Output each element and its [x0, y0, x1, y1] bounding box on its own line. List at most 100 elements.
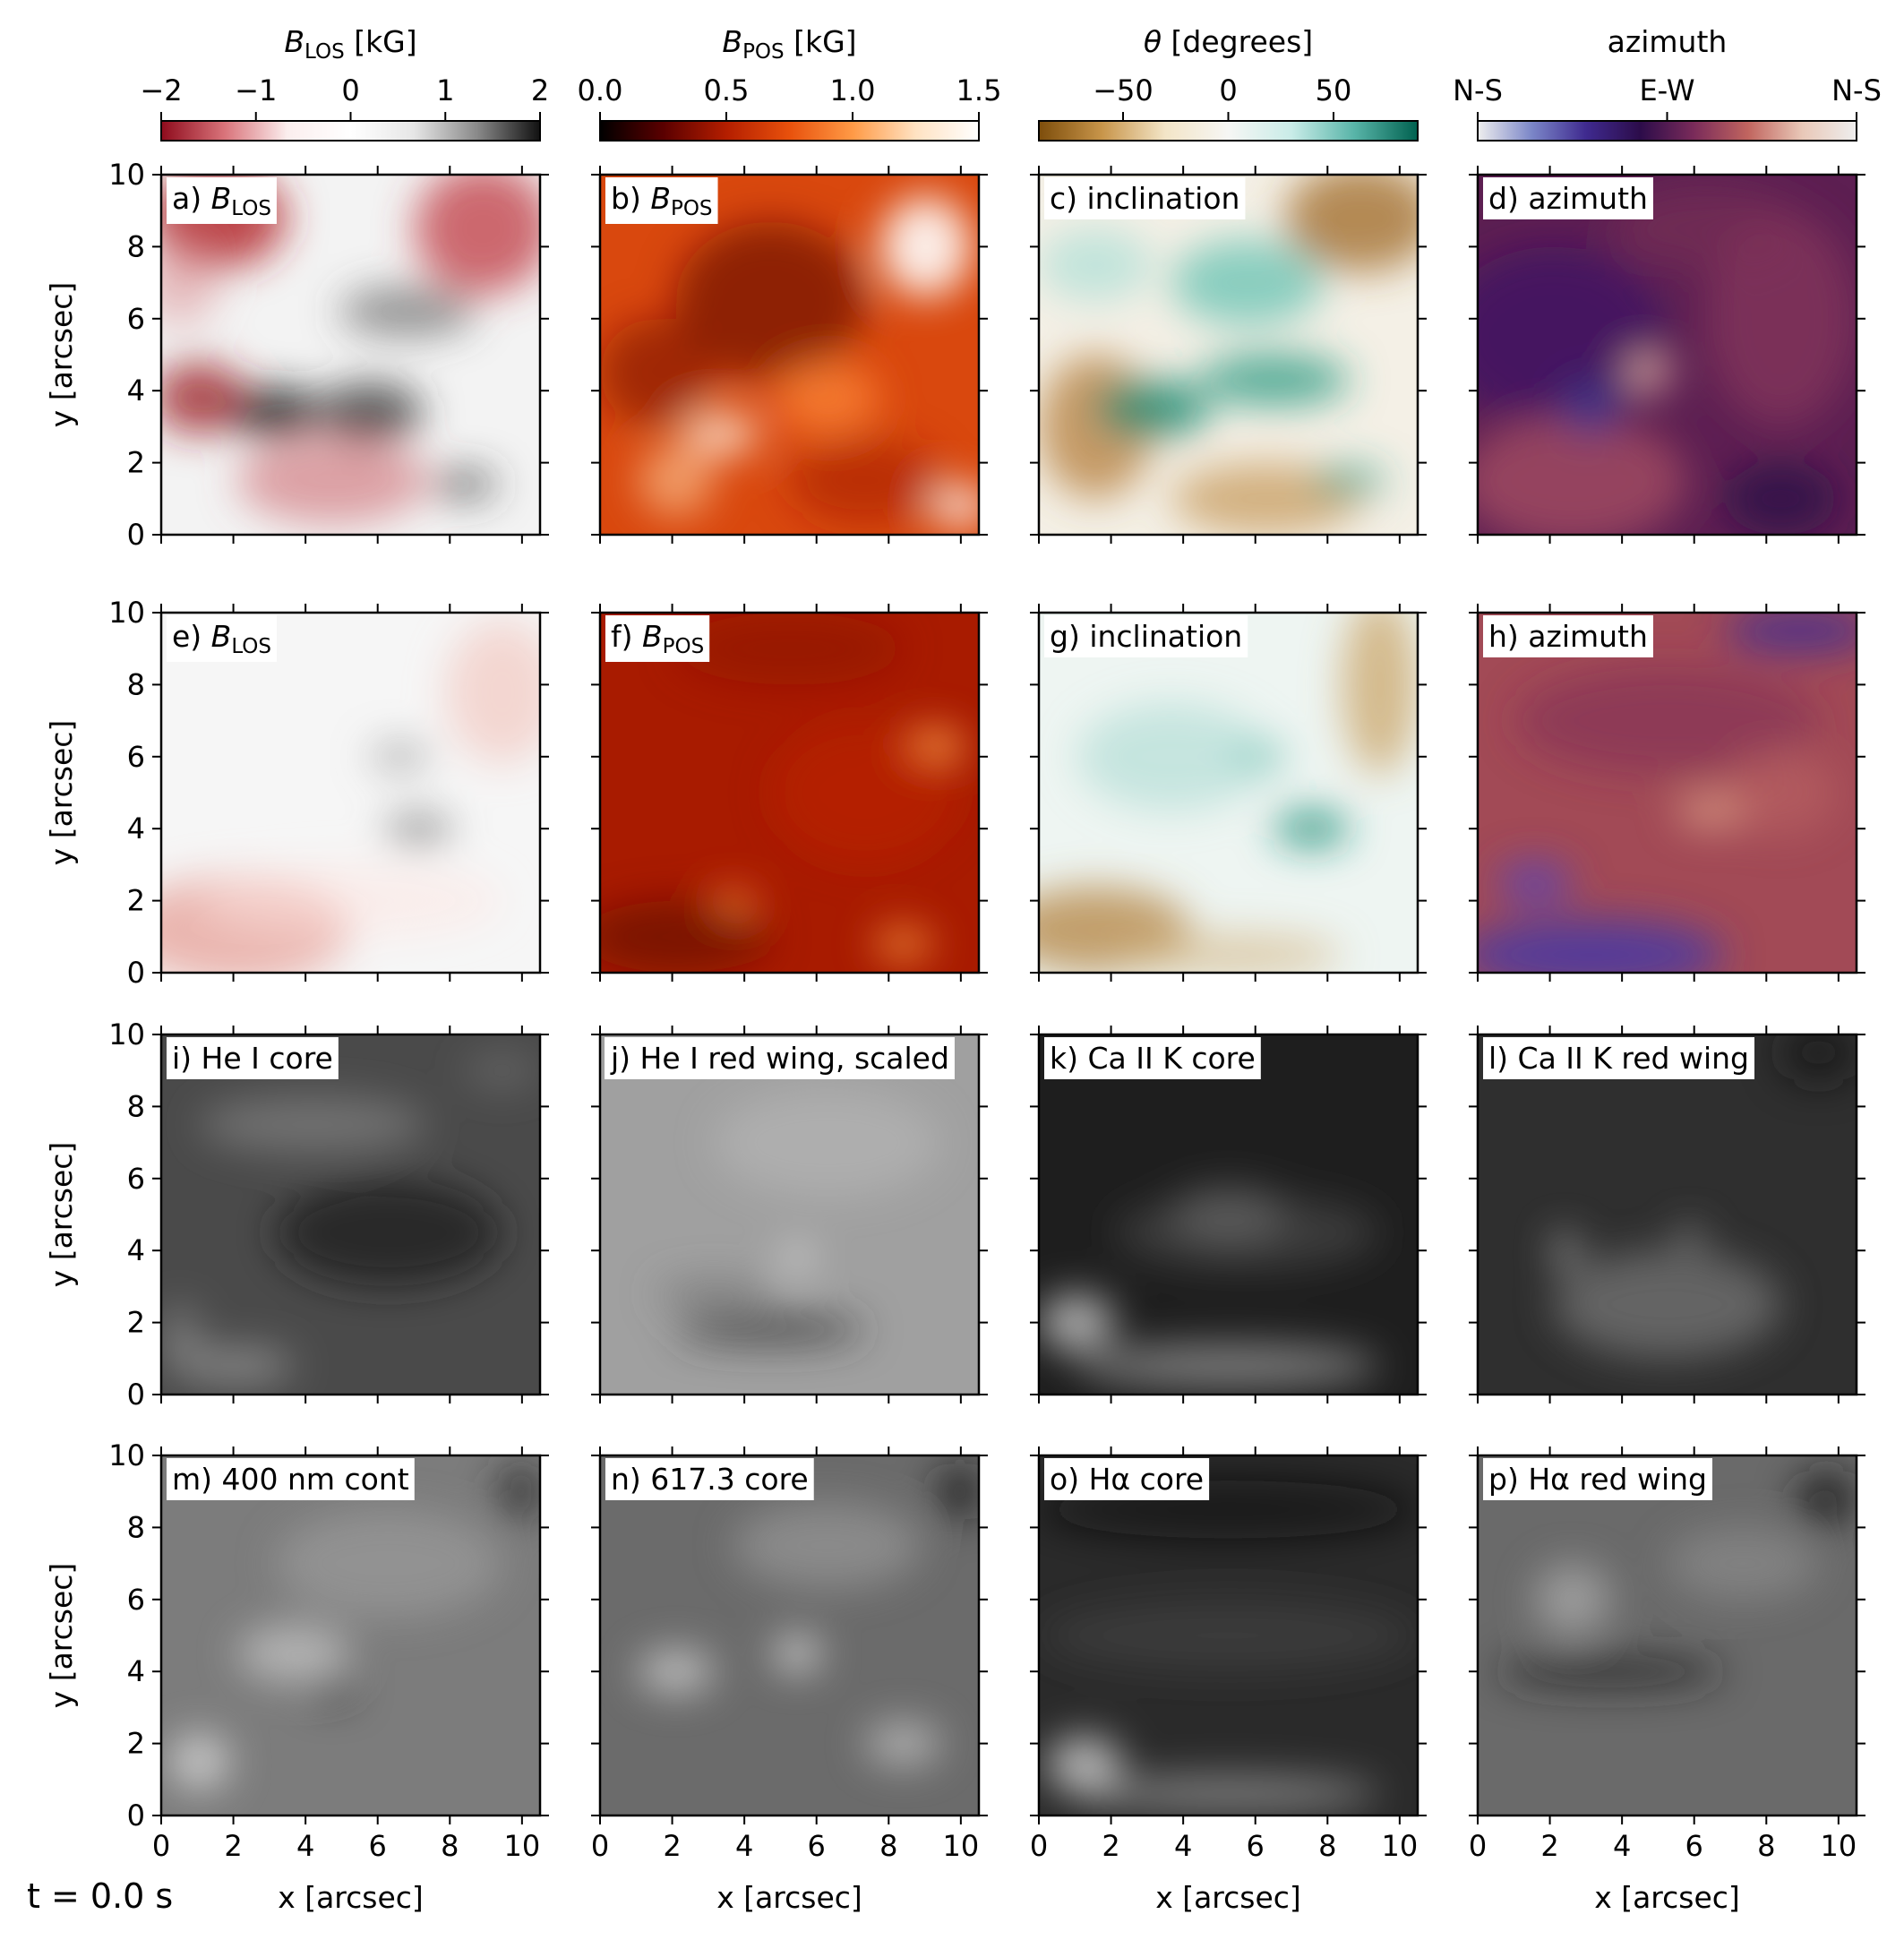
panel-frame [1037, 1454, 1419, 1817]
panel-feature [1561, 380, 1622, 438]
panel-features [161, 1052, 540, 1384]
panel-feature [1076, 1343, 1380, 1387]
panel-features [600, 196, 979, 528]
panel-feature [930, 484, 979, 528]
panel-feature [785, 1247, 809, 1269]
panel-features [638, 1463, 979, 1765]
panel-feature [1311, 466, 1388, 495]
y-tick-label: 10 [108, 596, 145, 630]
y-tick-label: 6 [127, 1162, 145, 1196]
panel-label-box [1044, 1458, 1210, 1500]
y-axis-label: y [arcsec] [44, 1563, 79, 1709]
panel-features [656, 1088, 941, 1344]
panel-image [1039, 1034, 1418, 1395]
panel-image [1478, 1034, 1857, 1395]
panel-label-box [1483, 1458, 1712, 1500]
panel-label-box [1044, 615, 1248, 657]
x-tick-label: 10 [503, 1829, 540, 1863]
colorbar-tick-label: 50 [1316, 73, 1352, 107]
panel-feature [675, 221, 866, 381]
panel-e: 0 2 4 6 8 10 e) BLOS [108, 596, 549, 990]
panel-feature [638, 1650, 714, 1694]
y-tick-label: 6 [127, 740, 145, 774]
panel-feature [733, 1502, 922, 1589]
panel-k: k) Ca II K core [1030, 1026, 1427, 1403]
y-tick-label: 4 [127, 1654, 145, 1688]
panel-feature [229, 387, 321, 438]
panel-features [1039, 1481, 1418, 1812]
panel-feature [274, 1178, 502, 1287]
x-tick-label: 6 [808, 1829, 826, 1863]
panel-label: a) BLOS [172, 181, 271, 220]
panel-feature [600, 900, 771, 973]
panel-feature [774, 362, 881, 434]
x-tick-label: 4 [296, 1829, 314, 1863]
panel-label-box [167, 1037, 339, 1079]
colorbar-tick-label: N-S [1453, 73, 1503, 107]
colorbar-tick-label: 0 [341, 73, 359, 107]
panel-label-box [1483, 1037, 1754, 1079]
panel-feature [161, 1304, 200, 1377]
y-tick-label: 8 [127, 229, 145, 263]
panel-label: i) He I core [172, 1041, 333, 1076]
y-tick-label: 10 [108, 1017, 145, 1052]
panel-feature [683, 412, 759, 456]
colorbar-tick-label: N-S [1831, 73, 1882, 107]
panel-h: h) azimuth [1469, 604, 1865, 982]
panel-feature [1039, 228, 1153, 301]
panel-feature [1796, 1470, 1857, 1528]
colorbar-tick-label: 1.5 [956, 73, 1002, 107]
panel-feature [1723, 749, 1838, 837]
x-tick-label: 6 [1685, 1829, 1703, 1863]
x-tick-label: 8 [1318, 1829, 1336, 1863]
panel-feature [1723, 613, 1857, 653]
panel-image [1478, 1455, 1857, 1816]
panel-feature [865, 1721, 941, 1765]
panel-frame [598, 1033, 981, 1396]
panel-label-box [167, 177, 277, 224]
panel-label: d) azimuth [1488, 181, 1648, 216]
panel-image [1039, 175, 1418, 535]
panel-feature [1274, 811, 1350, 847]
panel-features [1478, 185, 1857, 535]
panel-frame [1037, 173, 1419, 537]
panel-feature [498, 1463, 540, 1521]
colorbar-title: azimuth [1608, 24, 1728, 59]
x-tick-label: 2 [1540, 1829, 1558, 1863]
panel-feature [369, 742, 431, 771]
panel-feature [236, 1624, 351, 1683]
panel-feature [1478, 416, 1686, 535]
panel-label-box [1483, 177, 1653, 219]
colorbar-4: N-S E-W N-S azimuth [1453, 24, 1882, 142]
panel-features [1497, 1470, 1857, 1690]
x-axis-label: x [arcsec] [1155, 1880, 1301, 1915]
panel-image [161, 1455, 540, 1816]
panel-feature [339, 286, 476, 337]
panel-feature [464, 1052, 540, 1089]
panel-frame [1037, 611, 1419, 974]
colorbar-tick-label: 2 [531, 73, 549, 107]
y-tick-label: 2 [127, 446, 145, 480]
y-tick-label: 4 [127, 373, 145, 408]
panel-feature [180, 1347, 295, 1384]
colorbar-tick-label: 1 [436, 73, 454, 107]
panels: 0 2 4 6 8 10 a) BLOS b) BPOS c) inclination d) az… [108, 158, 1865, 1863]
panel-feature [638, 444, 714, 517]
panel-image [1039, 613, 1418, 973]
panel-feature [1342, 613, 1418, 775]
x-tick-label: 0 [152, 1829, 170, 1863]
panel-feature [199, 1095, 427, 1154]
panel-label: f) BPOS [611, 619, 704, 658]
colorbar-tick-label: E-W [1639, 73, 1694, 107]
panel-i: 0 2 4 6 8 10 i) He I core [108, 1017, 549, 1412]
y-tick-label: 8 [127, 667, 145, 701]
panel-label: n) 617.3 core [611, 1462, 809, 1497]
panel-feature [1478, 246, 1668, 427]
panel-feature [656, 1279, 771, 1309]
panel-feature [1723, 462, 1838, 535]
panel-features [600, 613, 965, 973]
panel-feature [1557, 1232, 1573, 1269]
panel-feature [168, 1732, 230, 1790]
colorbar-tick-label: −50 [1093, 73, 1154, 107]
panel-background [1478, 1455, 1857, 1816]
